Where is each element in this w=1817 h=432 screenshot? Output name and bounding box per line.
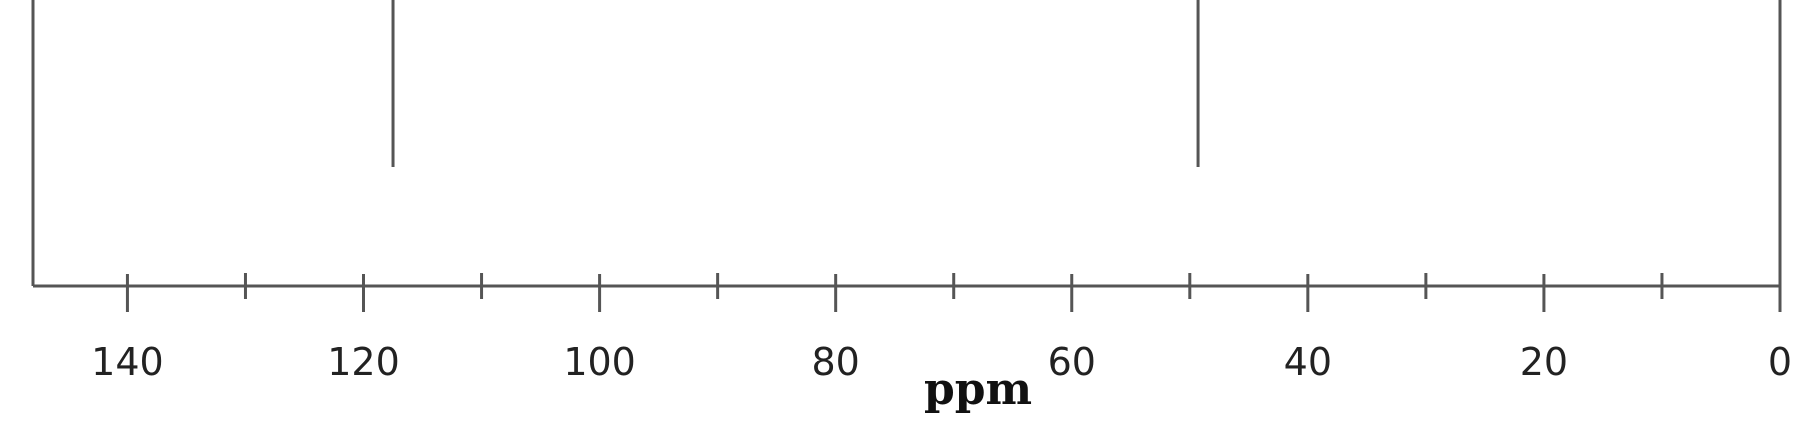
x-tick-label: 100 xyxy=(563,340,636,384)
x-axis-ticks xyxy=(125,273,1782,312)
plot-frame xyxy=(31,0,1782,288)
spectrum-peaks xyxy=(391,0,1200,167)
x-tick-label: 80 xyxy=(811,340,859,384)
x-tick-label: 120 xyxy=(327,340,400,384)
x-tick-label: 140 xyxy=(91,340,164,384)
x-tick-label: 20 xyxy=(1520,340,1568,384)
x-axis-title: ppm xyxy=(924,364,1032,415)
x-tick-label: 60 xyxy=(1048,340,1096,384)
x-tick-label: 0 xyxy=(1768,340,1792,384)
x-tick-label: 40 xyxy=(1284,340,1332,384)
x-axis-tick-labels: 140 120 100 80 60 40 20 0 xyxy=(91,340,1792,384)
